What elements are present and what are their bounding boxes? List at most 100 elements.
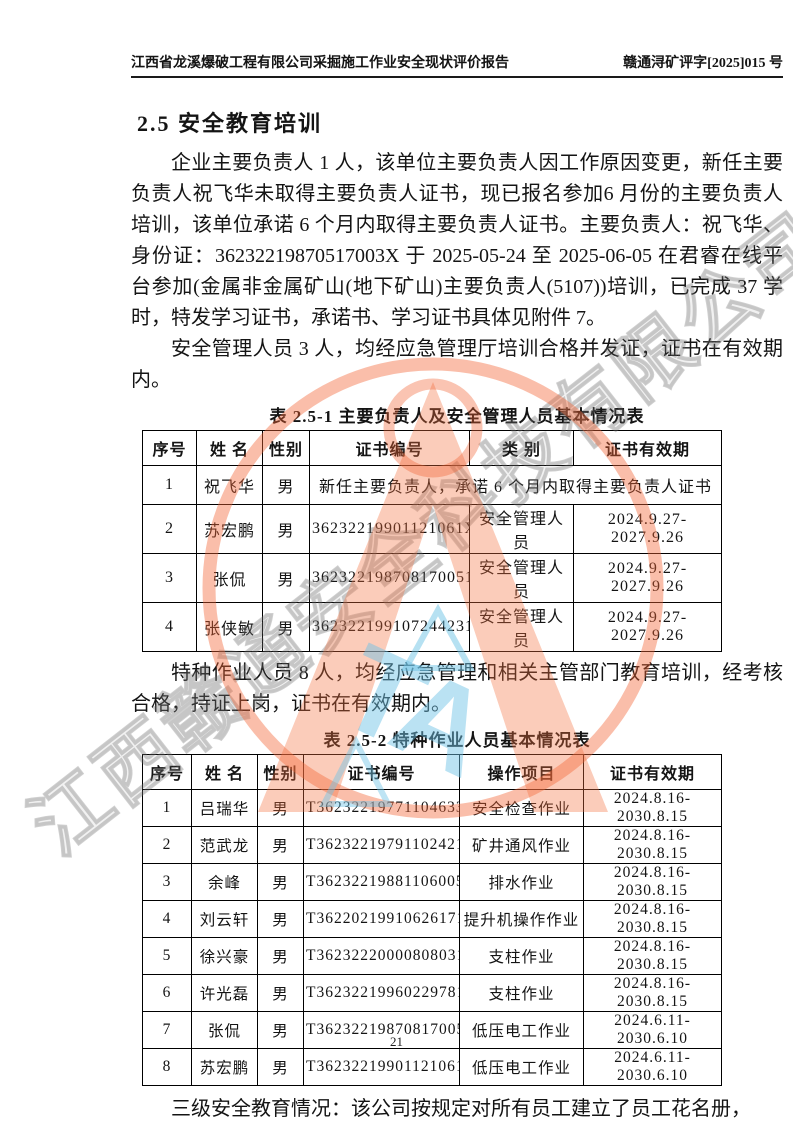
page-number: 21 <box>390 1034 403 1049</box>
table-cell: 吕瑞华 <box>191 789 258 827</box>
table-cell: 3 <box>142 863 192 901</box>
table-cell: 362322199107244231 <box>309 602 470 652</box>
table-cell: 2024.8.16-2030.8.15 <box>583 789 722 827</box>
table-cell: 6 <box>142 974 192 1012</box>
table-cell: 2 <box>142 826 192 864</box>
table-row: 4 张侠敏男 362322199107244231 安全管理人员 2024.9.27-2… <box>142 602 722 652</box>
table-cell: T362322199602297817 <box>303 974 460 1012</box>
table-principal-and-managers: 序号姓 名性别 证书编号类 别证书有效期 1 祝飞华男新任主要负责人，承诺 6 个月… <box>142 430 722 652</box>
table-cell: 4 <box>142 602 197 652</box>
column-header: 证书有效期 <box>583 754 722 790</box>
table-row: 6 许光磊男 T362322199602297817 支柱作业 2024.8.16-20… <box>142 974 722 1012</box>
table-cell: 提升机操作作业 <box>459 900 584 938</box>
table-cell: 排水作业 <box>459 863 584 901</box>
table-cell: 男 <box>262 553 310 603</box>
column-header: 性别 <box>257 754 304 790</box>
table-cell: 2 <box>142 504 197 554</box>
table-cell: 徐兴豪 <box>191 937 258 975</box>
table-cell: 5 <box>142 937 192 975</box>
table-cell: 张侃 <box>196 553 263 603</box>
table-cell: 36232219901121061X <box>309 504 470 554</box>
table-cell: 低压电工作业 <box>459 1048 584 1086</box>
page-header: 江西省龙溪爆破工程有限公司采掘施工作业安全现状评价报告 赣通浔矿评字[2025]… <box>131 52 783 78</box>
table-header-row: 序号姓 名性别 证书编号类 别证书有效期 <box>142 430 722 466</box>
table-1-title: 表 2.5-1 主要负责人及安全管理人员基本情况表 <box>269 407 645 426</box>
table-2-title: 表 2.5-2 特种作业人员基本情况表 <box>323 731 591 750</box>
table-cell: 苏宏鹏 <box>191 1048 258 1086</box>
table-cell: 2024.9.27-2027.9.26 <box>573 553 722 603</box>
table-cell: 许光磊 <box>191 974 258 1012</box>
column-header: 类 别 <box>469 430 574 466</box>
column-header: 操作项目 <box>459 754 584 790</box>
table-cell: 苏宏鹏 <box>196 504 263 554</box>
table-cell: 7 <box>142 1011 192 1049</box>
table-row: 1 祝飞华男新任主要负责人，承诺 6 个月内取得主要负责人证书 <box>142 465 722 505</box>
table-cell: T362322200008080311 <box>303 937 460 975</box>
table-cell: 男 <box>257 937 304 975</box>
table-cell: 男 <box>257 1048 304 1086</box>
column-header: 序号 <box>142 754 192 790</box>
table-row: 2 范武龙男 T362322197911024215 矿井通风作业 2024.8.16-… <box>142 826 722 864</box>
header-doc-number: 赣通浔矿评字[2025]015 号 <box>623 56 783 71</box>
table-cell: 1 <box>142 789 192 827</box>
table-cell: 男 <box>262 602 310 652</box>
table-cell: 3 <box>142 553 197 603</box>
table-cell: 2024.6.11-2030.6.10 <box>583 1048 722 1086</box>
table-cell: 支柱作业 <box>459 937 584 975</box>
table-cell: 2024.8.16-2030.8.15 <box>583 863 722 901</box>
column-header: 证书有效期 <box>573 430 722 466</box>
paragraph-safety-managers: 安全管理人员 3 人，均经应急管理厅培训合格并发证，证书在有效期内。 <box>131 338 783 391</box>
table-cell: T362202199106261718 <box>303 900 460 938</box>
table-row: 5 徐兴豪男 T362322200008080311 支柱作业 2024.8.16-20… <box>142 937 722 975</box>
table-cell: 男 <box>257 863 304 901</box>
table-cell: 2024.6.11-2030.6.10 <box>583 1011 722 1049</box>
table-row: 8苏宏鹏男T36232219901121061X低压电工作业2024.6.11-… <box>142 1048 722 1086</box>
table-cell: 祝飞华 <box>196 465 263 505</box>
column-header: 性别 <box>262 430 310 466</box>
table-cell: 余峰 <box>191 863 258 901</box>
table-cell: 2024.8.16-2030.8.15 <box>583 826 722 864</box>
table-row: 7 张侃男 T362322198708170051 低压电工作业 2024.6.11-2… <box>142 1011 722 1049</box>
column-header: 证书编号 <box>303 754 460 790</box>
table-cell: 男 <box>257 1011 304 1049</box>
table-cell: T36232219771104633X <box>303 789 460 827</box>
table-cell: T362322197911024215 <box>303 826 460 864</box>
column-header: 姓 名 <box>196 430 263 466</box>
paragraph-three-level-education: 三级安全教育情况：该公司按规定对所有员工建立了员工花名册， <box>171 1098 751 1120</box>
table-cell: T362322198811060053 <box>303 863 460 901</box>
table-cell: 男 <box>257 789 304 827</box>
table-cell: 矿井通风作业 <box>459 826 584 864</box>
table-cell: 安全管理人员 <box>469 602 574 652</box>
paragraph-special-workers: 特种作业人员 8 人，均经应急管理和相关主管部门教育培训，经考核合格，持证上岗，… <box>131 662 783 715</box>
table-cell: 4 <box>142 900 192 938</box>
table-cell: 安全管理人员 <box>469 504 574 554</box>
table-row: 3 余峰男 T362322198811060053 排水作业 2024.8.16-203… <box>142 863 722 901</box>
table-cell: 新任主要负责人，承诺 6 个月内取得主要负责人证书 <box>309 465 722 505</box>
table-cell: 362322198708170051 <box>309 553 470 603</box>
table-cell: 1 <box>142 465 197 505</box>
table-cell: 男 <box>257 974 304 1012</box>
table-cell: 2024.9.27-2027.9.26 <box>573 504 722 554</box>
table-cell: 男 <box>262 465 310 505</box>
table-cell: 支柱作业 <box>459 974 584 1012</box>
column-header: 序号 <box>142 430 197 466</box>
table-cell: 男 <box>257 900 304 938</box>
column-header: 姓 名 <box>191 754 258 790</box>
table-cell: 安全检查作业 <box>459 789 584 827</box>
column-header: 证书编号 <box>309 430 470 466</box>
table-row: 4 刘云轩男 T362202199106261718 提升机操作作业 2024.8.16… <box>142 900 722 938</box>
table-cell: 2024.8.16-2030.8.15 <box>583 974 722 1012</box>
table-row: 2 苏宏鹏男 36232219901121061X 安全管理人员 2024.9.27-2… <box>142 504 722 554</box>
table-row: 1吕瑞华男T36232219771104633X安全检查作业2024.8.16-… <box>142 789 722 827</box>
table-special-workers: 序号姓 名性别 证书编号 操作项目 证书有效期 1 吕瑞华男 T3623221977110… <box>142 754 722 1086</box>
table-cell: 2024.9.27-2027.9.26 <box>573 602 722 652</box>
paragraph-main-principal: 企业主要负责人 1 人，该单位主要负责人因工作原因变更，新任主要负责人祝飞华未取… <box>131 152 783 329</box>
table-cell: 2024.8.16-2030.8.15 <box>583 900 722 938</box>
table-cell: 刘云轩 <box>191 900 258 938</box>
section-heading: 2.5 安全教育培训 <box>137 111 323 136</box>
table-cell: 范武龙 <box>191 826 258 864</box>
table-cell: 张侃 <box>191 1011 258 1049</box>
table-cell: 安全管理人员 <box>469 553 574 603</box>
table-cell: 8 <box>142 1048 192 1086</box>
